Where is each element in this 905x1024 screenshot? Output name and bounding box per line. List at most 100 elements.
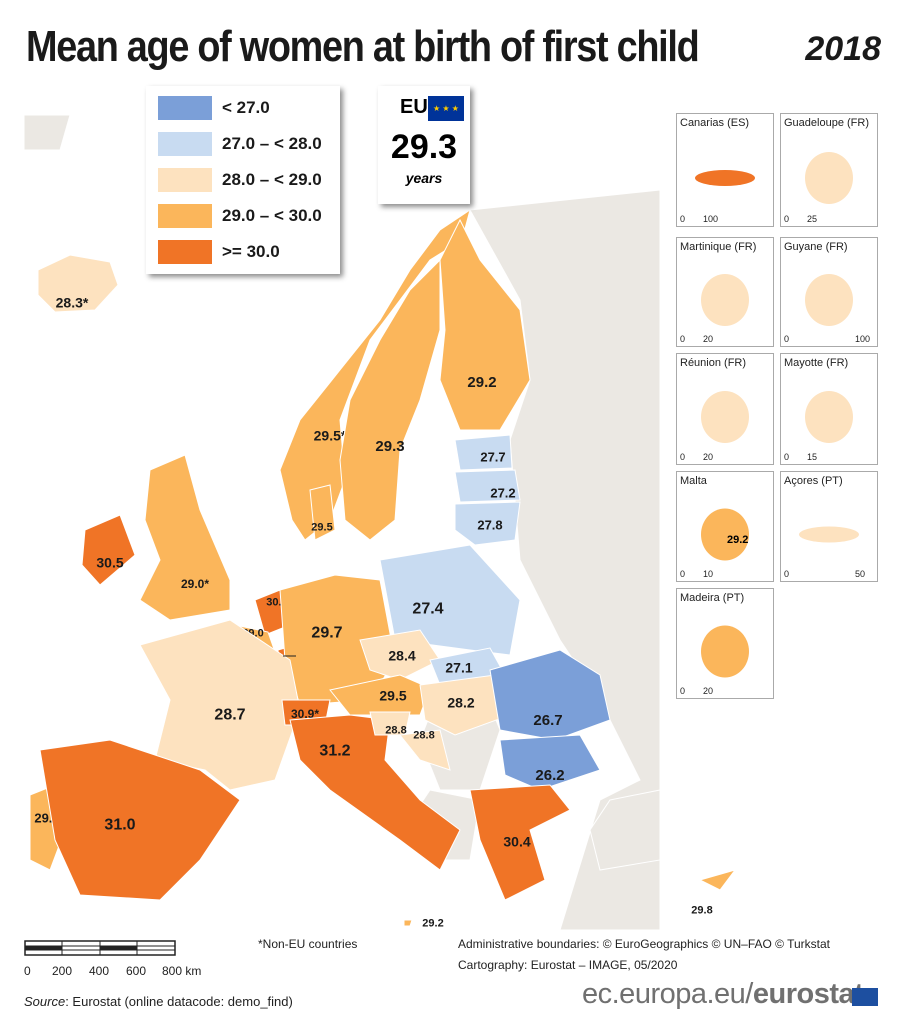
legend-label: 27.0 – < 28.0 [222, 134, 322, 153]
inset-title: Canarias (ES) [680, 117, 750, 129]
credits-cartography: Cartography: Eurostat – IMAGE, 05/2020 [458, 958, 678, 972]
value-label-ch: 30.9* [291, 707, 319, 721]
legend-label: 29.0 – < 30.0 [222, 206, 322, 225]
inset-scale-end: 100 [855, 334, 871, 344]
value-label-cz: 28.4 [388, 648, 415, 664]
turkey [589, 789, 661, 871]
value-label-es: 31.0 [104, 816, 135, 833]
inset-map: Açores (PT) 0 50 [780, 471, 878, 582]
inset-scale-end: 10 [703, 569, 714, 579]
inset-scale-end: 20 [703, 452, 714, 462]
country-ee [454, 434, 513, 471]
country-cz [359, 629, 441, 681]
value-label-de: 29.7 [311, 624, 342, 641]
legend-item: < 27.0 [158, 94, 270, 122]
value-label-sk: 27.1 [445, 660, 472, 676]
inset-scale-start: 0 [680, 334, 686, 344]
eu-flag-icon [852, 988, 878, 1006]
source-label: Source [24, 994, 66, 1009]
scale-600: 600 [126, 964, 147, 978]
value-label-ro: 26.7 [533, 712, 562, 729]
source: Source: Eurostat (online datacode: demo_… [24, 994, 293, 1009]
inset-map: Réunion (FR) 0 20 [676, 353, 774, 465]
value-label-gr: 30.4 [503, 834, 530, 850]
inset-shape [805, 152, 853, 204]
inset-scale-start: 0 [784, 452, 790, 462]
value-label-dk: 29.5 [311, 522, 332, 534]
eurostat-logo[interactable]: ec.europa.eu/eurostat [582, 978, 864, 1011]
inset-map: Martinique (FR) 0 20 [676, 237, 774, 347]
inset-map: Canarias (ES) 0 100 [676, 113, 774, 227]
value-label-cy: 29.8 [691, 905, 712, 917]
country-fi [439, 218, 531, 431]
country-bg [499, 734, 601, 791]
legend-label: < 27.0 [222, 98, 270, 117]
source-text: : Eurostat (online datacode: demo_find) [65, 994, 293, 1009]
country-dk [309, 484, 336, 541]
inset-map: Mayotte (FR) 0 15 [780, 353, 878, 465]
value-label-fi: 29.2 [467, 374, 496, 391]
inset-map: Madeira (PT) 0 20 [676, 588, 774, 699]
value-label-fr: 28.7 [214, 706, 245, 723]
value-label-at: 29.5 [379, 688, 406, 704]
country-is [37, 254, 119, 313]
legend-swatch [158, 168, 212, 192]
value-label-hu: 28.2 [447, 695, 474, 711]
scale-400: 400 [89, 964, 110, 978]
footnote: *Non-EU countries [258, 937, 358, 951]
inset-scale-end: 25 [807, 214, 818, 224]
inset-scale-start: 0 [680, 214, 686, 224]
inset-title: Guadeloupe (FR) [784, 117, 869, 129]
inset-title: Guyane (FR) [784, 241, 848, 253]
inset-map: Malta 0 10 29.2 [676, 471, 774, 582]
legend-item: 29.0 – < 30.0 [158, 202, 322, 230]
value-label-bg: 26.2 [535, 767, 564, 784]
inset-shape [701, 274, 749, 326]
value-label-ie: 30.5 [96, 555, 123, 571]
value-label-hr: 28.8 [413, 730, 434, 742]
inset-shape [701, 391, 749, 443]
value-label-pl: 27.4 [412, 600, 443, 617]
inset-scale-end: 15 [807, 452, 818, 462]
year-label: 2018 [805, 30, 881, 68]
greenland [23, 114, 71, 151]
country-lt [454, 501, 521, 546]
value-label-is: 28.3* [56, 295, 89, 311]
country-ro [489, 649, 611, 741]
inset-shape [701, 508, 749, 561]
legend-label: >= 30.0 [222, 242, 280, 261]
country-uk [139, 454, 231, 621]
scale-200: 200 [52, 964, 73, 978]
inset-shape [701, 625, 749, 678]
country-mt [403, 919, 413, 927]
credits-boundaries: Administrative boundaries: © EuroGeograp… [458, 937, 831, 951]
eu-value: 29.3 [390, 128, 458, 166]
eu-average-box: EU ★ ★ ★ 29.3 years [378, 86, 470, 204]
scale-800: 800 km [162, 964, 202, 978]
scale-0: 0 [24, 964, 31, 978]
legend-swatch [158, 132, 212, 156]
inset-scale-end: 20 [703, 686, 714, 696]
legend-swatch [158, 96, 212, 120]
value-label-mt: 29.2 [422, 918, 443, 930]
inset-title: Mayotte (FR) [784, 357, 849, 369]
legend: < 27.0 27.0 – < 28.0 28.0 – < 29.0 29.0 … [146, 86, 340, 274]
value-label-lv: 27.2 [490, 485, 515, 500]
inset-shape [805, 274, 853, 326]
scale-bar [24, 940, 176, 956]
inset-scale-start: 0 [784, 569, 790, 579]
inset-scale-start: 0 [680, 686, 686, 696]
value-label-si: 28.8 [385, 725, 406, 737]
value-label-it: 31.2 [319, 742, 350, 759]
value-label-se: 29.3 [375, 438, 404, 455]
inset-title: Açores (PT) [784, 475, 843, 487]
country-gr [469, 784, 571, 901]
country-cy [698, 869, 737, 891]
country-ie [81, 514, 136, 586]
inset-shape [799, 526, 859, 543]
eu-label: EU [400, 96, 428, 118]
country-es [39, 739, 241, 901]
inset-scale-start: 0 [680, 452, 686, 462]
